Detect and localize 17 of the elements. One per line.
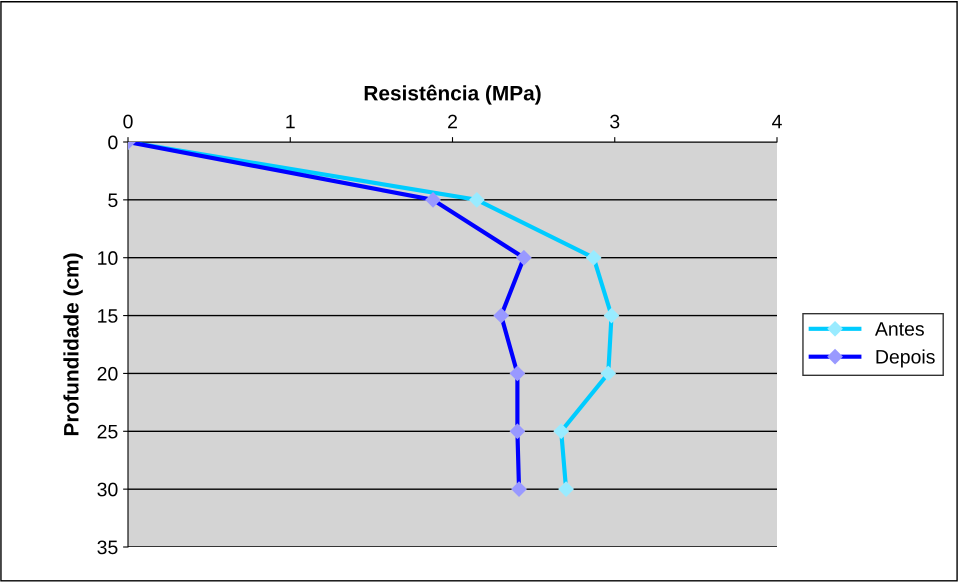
x-tick-label: 0 <box>123 114 133 128</box>
y-tick-label: 35 <box>97 540 118 554</box>
legend-label: Antes <box>874 322 924 336</box>
y-tick-label: 25 <box>98 424 118 439</box>
x-tick-label: 4 <box>772 114 782 128</box>
x-tick-label: 2 <box>448 114 457 128</box>
x-tick-label: 3 <box>610 114 620 128</box>
y-tick-label: 10 <box>98 251 118 265</box>
y-tick-label: 20 <box>98 366 118 381</box>
y-axis-title: Profundidade (cm) <box>63 254 83 436</box>
x-tick-label: 1 <box>286 114 295 128</box>
chart-title: Resistência (MPa) <box>364 84 541 105</box>
y-tick-label: 15 <box>98 309 118 323</box>
y-tick-label: 0 <box>108 135 118 150</box>
y-tick-label: 5 <box>108 194 118 208</box>
legend-label: Depois <box>876 349 935 368</box>
y-tick-label: 30 <box>97 482 118 496</box>
